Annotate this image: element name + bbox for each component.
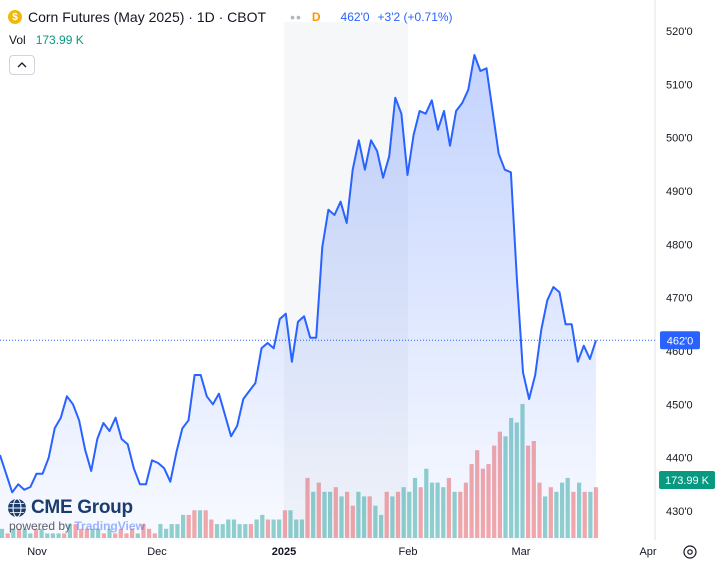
y-tick-label: 440'0 [666,453,693,465]
volume-value: 173.99 K [35,33,84,47]
y-tick-label: 470'0 [666,293,693,305]
x-axis: Nov Dec 2025 Feb Mar Apr [27,546,657,558]
y-tick-label: 450'0 [666,399,693,411]
volume-label: Vol [9,33,26,47]
cme-globe-icon [8,498,26,518]
cme-brand: CME Group [31,497,133,518]
symbol-title[interactable]: Corn Futures (May 2025) · 1D · CBOT [28,9,267,25]
x-tick-label: Apr [639,546,656,558]
chevron-up-icon [17,62,27,68]
tradingview-label: TradingView [74,519,145,533]
price-area [0,55,596,540]
status-dots: •• [290,9,302,25]
last-price-badge: 462'0 [660,331,700,350]
delayed-badge[interactable]: D [311,10,321,24]
y-tick-label: 520'0 [666,26,693,38]
volume-badge: 173.99 K [659,471,715,489]
cme-logo[interactable]: CME Group powered by TradingView [7,497,145,533]
chart-header: $ Corn Futures (May 2025) · 1D · CBOT ••… [8,7,453,27]
y-axis: 520'0510'0500'0490'0480'0470'0460'0450'0… [666,26,693,518]
gear-icon[interactable] [682,544,698,560]
collapse-legend-button[interactable] [9,55,35,75]
price-change: +3'2 (+0.71%) [377,10,453,24]
y-tick-label: 430'0 [666,506,693,518]
last-price: 462'0 [340,10,370,24]
last-price-label: 462'0 [667,335,694,347]
volume-legend: Vol 173.99 K [9,33,84,47]
x-tick-label: Mar [512,546,531,558]
x-tick-label: Feb [399,546,418,558]
x-tick-label: Dec [147,546,167,558]
y-tick-label: 480'0 [666,239,693,251]
x-tick-label: 2025 [272,546,296,558]
coin-icon: $ [8,10,22,24]
volume-axis-label: 173.99 K [665,475,710,487]
price-line [0,54,597,494]
powered-by-label: powered by [9,519,72,533]
powered-by: powered by TradingView [9,519,145,533]
y-tick-label: 490'0 [666,186,693,198]
x-tick-label: Nov [27,546,47,558]
y-tick-label: 510'0 [666,79,693,91]
y-tick-label: 500'0 [666,133,693,145]
